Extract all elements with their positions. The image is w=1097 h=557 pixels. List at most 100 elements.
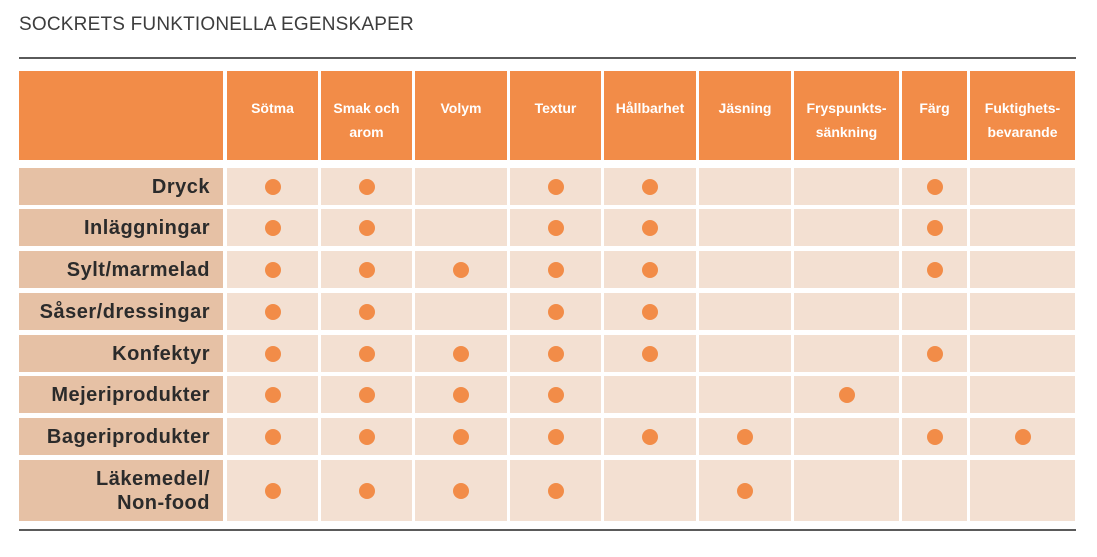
property-dot xyxy=(358,219,375,236)
table-cell xyxy=(227,168,318,205)
bottom-rule xyxy=(19,529,1076,531)
table-cell xyxy=(902,168,967,205)
table-cell xyxy=(970,293,1075,330)
table-cell xyxy=(970,418,1075,455)
column-header: Sötma xyxy=(227,71,318,160)
table-cell xyxy=(902,376,967,413)
column-header: Färg xyxy=(902,71,967,160)
property-dot xyxy=(453,386,469,403)
table-cell xyxy=(510,335,601,372)
table-cell xyxy=(699,168,791,205)
property-dot xyxy=(264,482,281,499)
row-label: Dryck xyxy=(19,168,223,205)
table-cell xyxy=(415,293,507,330)
property-dot xyxy=(926,345,943,362)
table-cell xyxy=(902,251,967,288)
table-cell xyxy=(794,460,899,521)
table-cell xyxy=(227,209,318,246)
table-cell xyxy=(321,460,412,521)
table-cell xyxy=(415,335,507,372)
table-cell xyxy=(604,335,696,372)
table-cell xyxy=(415,418,507,455)
property-dot xyxy=(1014,428,1031,445)
table-cell xyxy=(794,168,899,205)
property-dot xyxy=(642,345,658,362)
table-cell xyxy=(970,335,1075,372)
property-dot xyxy=(926,261,943,278)
table-cell xyxy=(699,460,791,521)
table-cell xyxy=(604,418,696,455)
column-header: Smak och arom xyxy=(321,71,412,160)
row-label: Bageriprodukter xyxy=(19,418,223,455)
row-label: Konfektyr xyxy=(19,335,223,372)
table-cell xyxy=(699,209,791,246)
table-cell xyxy=(902,460,967,521)
column-header: Volym xyxy=(415,71,507,160)
table-cell xyxy=(227,418,318,455)
table-cell xyxy=(902,335,967,372)
property-dot xyxy=(453,261,469,278)
table-cell xyxy=(699,335,791,372)
property-dot xyxy=(642,303,658,320)
table-cell xyxy=(510,293,601,330)
column-header: Textur xyxy=(510,71,601,160)
table-cell xyxy=(970,209,1075,246)
property-dot xyxy=(547,219,564,236)
property-dot xyxy=(547,386,564,403)
property-dot xyxy=(264,428,281,445)
table-cell xyxy=(699,376,791,413)
column-header: Fryspunkts- sänkning xyxy=(794,71,899,160)
table-cell xyxy=(510,460,601,521)
property-dot xyxy=(264,178,281,195)
table-cell xyxy=(604,293,696,330)
property-dot xyxy=(547,345,564,362)
table-cell xyxy=(794,418,899,455)
page-title: SOCKRETS FUNKTIONELLA EGENSKAPER xyxy=(19,14,414,35)
property-dot xyxy=(547,261,564,278)
property-dot xyxy=(838,386,855,403)
table-cell xyxy=(227,460,318,521)
table-cell xyxy=(321,418,412,455)
property-dot xyxy=(264,345,281,362)
table-cell xyxy=(970,460,1075,521)
table-cell xyxy=(510,251,601,288)
property-dot xyxy=(358,178,375,195)
table-cell xyxy=(604,209,696,246)
column-header: Hållbarhet xyxy=(604,71,696,160)
property-dot xyxy=(264,219,281,236)
table-cell xyxy=(510,209,601,246)
table-cell xyxy=(415,209,507,246)
property-dot xyxy=(547,482,564,499)
table-cell xyxy=(415,168,507,205)
property-dot xyxy=(926,428,943,445)
property-dot xyxy=(264,303,281,320)
property-dot xyxy=(642,428,658,445)
table-cell xyxy=(321,251,412,288)
row-label: Läkemedel/ Non-food xyxy=(19,460,223,521)
row-label: Inläggningar xyxy=(19,209,223,246)
property-dot xyxy=(547,303,564,320)
row-label: Såser/dressingar xyxy=(19,293,223,330)
property-dot xyxy=(642,261,658,278)
property-dot xyxy=(737,482,753,499)
top-rule xyxy=(19,57,1076,59)
property-dot xyxy=(547,428,564,445)
row-label: Mejeriprodukter xyxy=(19,376,223,413)
table-cell xyxy=(604,251,696,288)
table-cell xyxy=(227,335,318,372)
table-cell xyxy=(970,376,1075,413)
property-dot xyxy=(358,303,375,320)
table-cell xyxy=(794,376,899,413)
table-cell xyxy=(321,168,412,205)
table-cell xyxy=(699,293,791,330)
table-cell xyxy=(510,376,601,413)
table-cell xyxy=(794,251,899,288)
table-cell xyxy=(902,293,967,330)
property-dot xyxy=(358,345,375,362)
table-cell xyxy=(794,209,899,246)
table-cell xyxy=(227,293,318,330)
table-cell xyxy=(415,460,507,521)
property-dot xyxy=(642,178,658,195)
property-dot xyxy=(358,261,375,278)
property-dot xyxy=(453,482,469,499)
